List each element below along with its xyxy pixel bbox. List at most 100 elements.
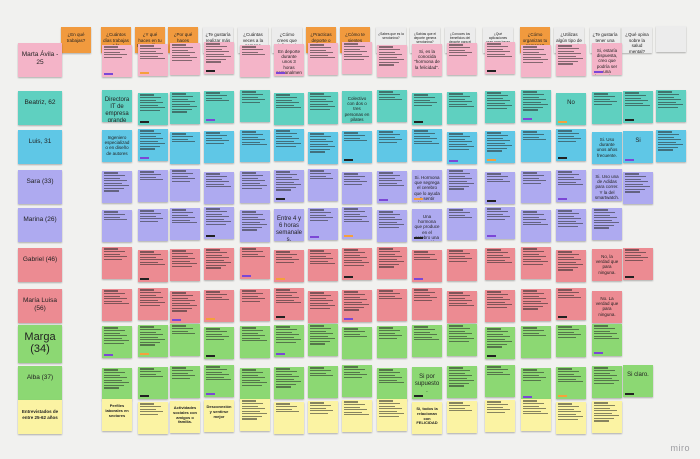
answer-sticky[interactable] (377, 399, 407, 431)
answer-sticky[interactable]: Si, todos la relacionan con FELICIDAD (412, 402, 442, 434)
answer-sticky[interactable] (485, 42, 515, 74)
answer-sticky[interactable] (308, 92, 338, 124)
answer-sticky[interactable] (204, 207, 234, 239)
answer-sticky[interactable] (204, 131, 234, 163)
answer-sticky[interactable] (102, 289, 132, 321)
participant-label-sticky[interactable]: Marga (34) (18, 325, 62, 363)
answer-sticky[interactable] (240, 90, 270, 122)
answer-sticky[interactable] (102, 368, 132, 400)
answer-sticky[interactable] (623, 248, 653, 280)
participant-label-sticky[interactable]: Marina (26) (18, 208, 62, 242)
answer-sticky[interactable] (447, 401, 477, 433)
answer-sticky[interactable] (592, 401, 622, 433)
question-sticky-18[interactable] (656, 26, 686, 52)
answer-sticky[interactable] (447, 324, 477, 356)
participant-label-sticky[interactable]: Alba (37) (18, 366, 62, 400)
answer-sticky[interactable] (138, 170, 168, 202)
answer-sticky[interactable] (592, 208, 622, 240)
answer-sticky[interactable]: Si, estaría dispuesta, creo que podría s… (592, 43, 622, 75)
answer-sticky[interactable] (521, 326, 551, 358)
answer-sticky[interactable] (204, 327, 234, 359)
answer-sticky[interactable] (204, 42, 234, 74)
answer-sticky[interactable] (274, 250, 304, 282)
answer-sticky[interactable] (170, 169, 200, 201)
answer-sticky[interactable] (592, 324, 622, 356)
answer-sticky[interactable] (138, 44, 168, 76)
answer-sticky[interactable] (556, 288, 586, 320)
answer-sticky[interactable] (656, 130, 686, 162)
answer-sticky[interactable] (521, 45, 551, 77)
answer-sticky[interactable] (447, 208, 477, 240)
answer-sticky[interactable] (521, 130, 551, 162)
question-sticky-17[interactable]: ¿Qué opina sobre la salud mental? (622, 27, 652, 53)
answer-sticky[interactable] (308, 169, 338, 201)
answer-sticky[interactable] (623, 91, 653, 123)
answer-sticky[interactable] (485, 248, 515, 280)
answer-sticky[interactable] (342, 172, 372, 204)
answer-sticky[interactable]: Colectivo con dos o tres personas en pil… (342, 91, 372, 123)
answer-sticky[interactable] (102, 45, 132, 77)
answer-sticky[interactable] (521, 399, 551, 431)
answer-sticky[interactable] (274, 402, 304, 434)
participant-label-sticky[interactable]: Marta Ávila - 25 (18, 43, 62, 77)
answer-sticky[interactable] (556, 170, 586, 202)
answer-sticky[interactable]: Actividades sociales con amigos o famili… (170, 401, 200, 433)
answer-sticky[interactable]: Si claro. (623, 365, 653, 397)
answer-sticky[interactable] (521, 90, 551, 122)
answer-sticky[interactable] (240, 45, 270, 77)
answer-sticky[interactable] (308, 43, 338, 75)
answer-sticky[interactable]: Si. Uso durante unos años frecuente. (592, 132, 622, 164)
answer-sticky[interactable] (377, 45, 407, 77)
answer-sticky[interactable] (521, 247, 551, 279)
answer-sticky[interactable] (377, 130, 407, 162)
answer-sticky[interactable] (204, 290, 234, 322)
answer-sticky[interactable] (592, 92, 622, 124)
answer-sticky[interactable] (342, 131, 372, 163)
answer-sticky[interactable] (592, 366, 622, 398)
answer-sticky[interactable] (412, 250, 442, 282)
answer-sticky[interactable] (485, 327, 515, 359)
answer-sticky[interactable] (377, 289, 407, 321)
answer-sticky[interactable]: Desconexión y sentirse mejor (204, 400, 234, 432)
answer-sticky[interactable] (412, 288, 442, 320)
answer-sticky[interactable] (240, 399, 270, 431)
answer-sticky[interactable] (447, 132, 477, 164)
answer-sticky[interactable] (377, 210, 407, 242)
answer-sticky[interactable]: No. La verdad que para ninguna. (592, 291, 622, 323)
answer-sticky[interactable] (342, 290, 372, 322)
participant-label-sticky[interactable]: María Luisa (56) (18, 289, 62, 323)
answer-sticky[interactable] (412, 325, 442, 357)
answer-sticky[interactable] (485, 131, 515, 163)
answer-sticky[interactable] (556, 367, 586, 399)
answer-sticky[interactable] (377, 90, 407, 122)
answer-sticky[interactable] (240, 247, 270, 279)
answer-sticky[interactable] (447, 366, 477, 398)
answer-sticky[interactable] (556, 209, 586, 241)
answer-sticky[interactable] (521, 289, 551, 321)
answer-sticky[interactable] (138, 250, 168, 282)
answer-sticky[interactable] (240, 130, 270, 162)
answer-sticky[interactable] (377, 368, 407, 400)
answer-sticky[interactable]: No (556, 93, 586, 125)
answer-sticky[interactable] (240, 171, 270, 203)
answer-sticky[interactable] (377, 326, 407, 358)
answer-sticky[interactable] (556, 250, 586, 282)
answer-sticky[interactable] (274, 93, 304, 125)
answer-sticky[interactable] (308, 401, 338, 433)
answer-sticky[interactable] (240, 210, 270, 242)
answer-sticky[interactable] (308, 208, 338, 240)
answer-sticky[interactable] (308, 132, 338, 164)
answer-sticky[interactable] (138, 402, 168, 434)
answer-sticky[interactable] (308, 366, 338, 398)
answer-sticky[interactable]: Entre 4 y 6 horas semanales. (274, 209, 304, 241)
answer-sticky[interactable] (485, 172, 515, 204)
answer-sticky[interactable] (204, 91, 234, 123)
answer-sticky[interactable]: No, la verdad que para ninguna. (592, 249, 622, 281)
answer-sticky[interactable] (342, 42, 372, 74)
answer-sticky[interactable] (485, 91, 515, 123)
answer-sticky[interactable]: En deporte durante unos 3 horas semanalm… (274, 44, 304, 76)
answer-sticky[interactable]: Una hormona que produce en el cerebro un… (412, 209, 442, 241)
participant-label-sticky[interactable]: Beatriz, 62 (18, 91, 62, 125)
answer-sticky[interactable] (342, 365, 372, 397)
